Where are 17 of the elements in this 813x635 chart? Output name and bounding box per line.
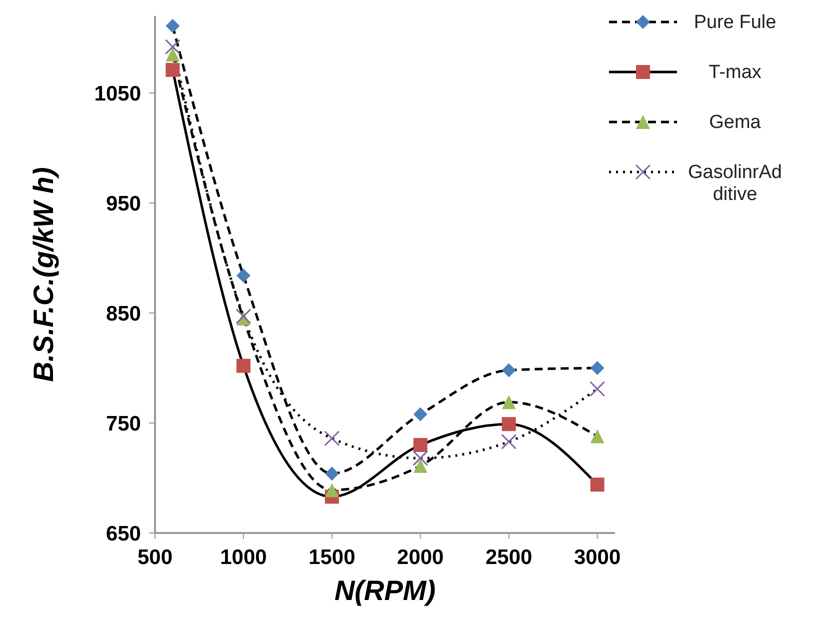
x-tick-label: 1000 — [220, 546, 267, 569]
y-tick-label: 750 — [106, 412, 141, 436]
y-tick-label: 950 — [106, 192, 141, 216]
legend-label: T-max — [708, 62, 762, 84]
x-tick-label: 3000 — [574, 546, 621, 569]
x-axis-title: N(RPM) — [334, 575, 436, 606]
x-tick-label: 2000 — [397, 546, 444, 569]
y-tick-label: 650 — [106, 522, 141, 546]
legend-label: Gema — [708, 112, 762, 134]
legend-label: Pure Fule — [692, 12, 778, 34]
x-tick-label: 2500 — [485, 546, 532, 569]
legend-label: GasolinrAdditive — [687, 162, 783, 206]
y-tick-label: 850 — [106, 302, 141, 326]
y-axis-title: B.S.F.C.(g/kW h) — [28, 167, 59, 382]
x-tick-label: 1500 — [308, 546, 356, 569]
x-tick-label: 500 — [137, 546, 173, 569]
y-tick-label: 1050 — [94, 82, 141, 106]
